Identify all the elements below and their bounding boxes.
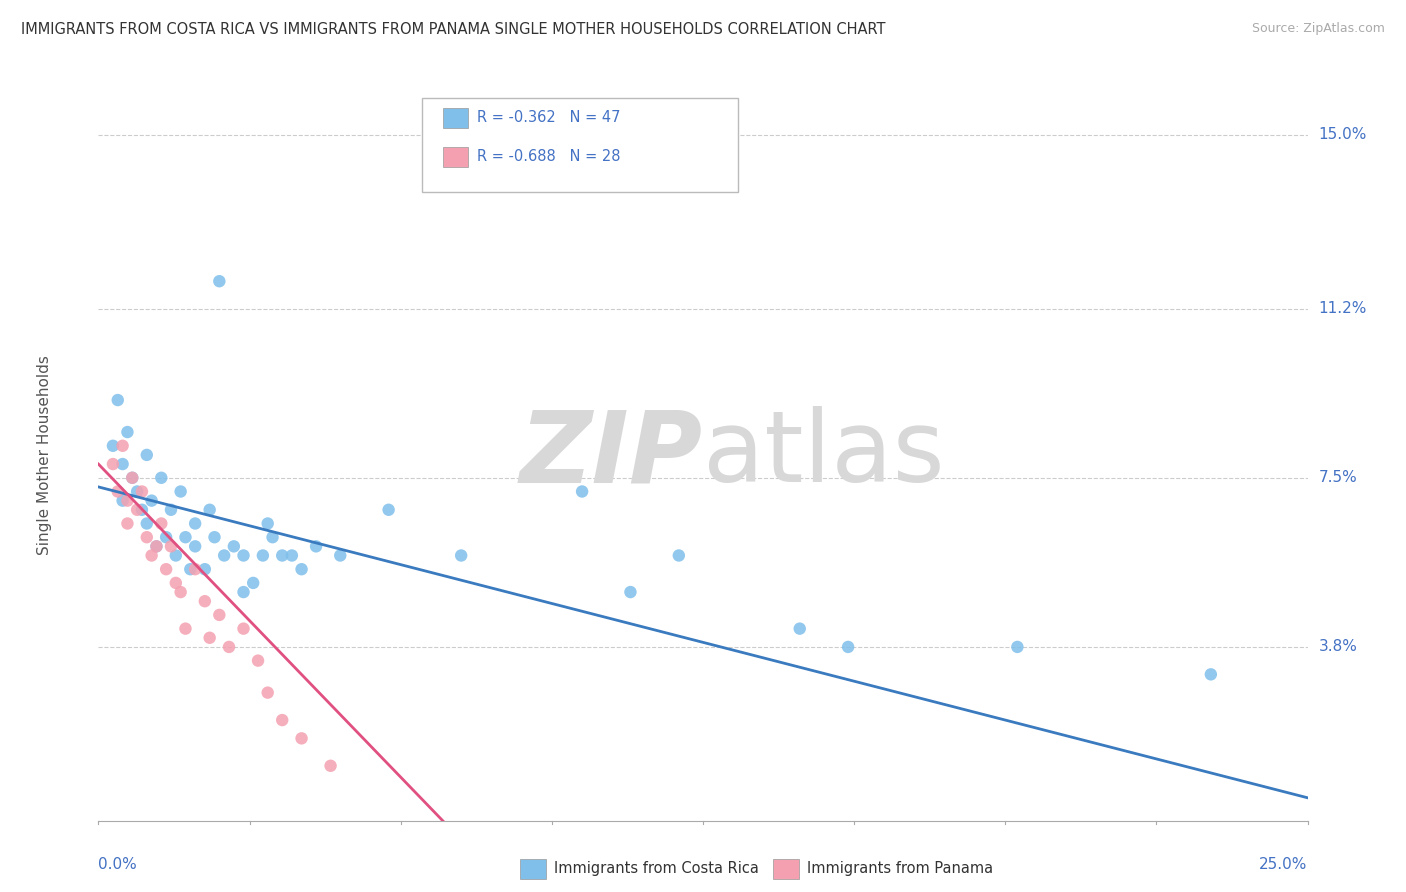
Point <box>232 549 254 563</box>
Point <box>184 516 207 531</box>
Point <box>174 530 197 544</box>
Text: 11.2%: 11.2% <box>1319 301 1367 316</box>
Point <box>232 585 254 599</box>
Point <box>198 631 221 645</box>
Text: ZIP: ZIP <box>520 407 703 503</box>
Point <box>256 686 278 700</box>
Point <box>194 562 217 576</box>
Text: Immigrants from Panama: Immigrants from Panama <box>807 862 993 876</box>
Point <box>111 457 134 471</box>
Point <box>174 622 197 636</box>
Point <box>281 549 304 563</box>
Point <box>101 457 124 471</box>
Point <box>131 484 153 499</box>
Point <box>145 539 167 553</box>
Text: 25.0%: 25.0% <box>1260 857 1308 872</box>
Point <box>179 562 201 576</box>
Point <box>111 439 134 453</box>
Point <box>160 503 183 517</box>
Point <box>169 484 191 499</box>
Point <box>290 731 312 746</box>
Point <box>107 393 129 408</box>
Point <box>1199 667 1222 681</box>
Point <box>218 640 240 654</box>
Point <box>1007 640 1029 654</box>
Point <box>101 439 124 453</box>
Point <box>256 516 278 531</box>
Point <box>165 576 187 591</box>
Point <box>155 530 177 544</box>
Point <box>837 640 859 654</box>
Point <box>184 562 207 576</box>
Point <box>117 516 139 531</box>
Text: Single Mother Households: Single Mother Households <box>37 355 52 555</box>
Point <box>107 484 129 499</box>
Point <box>242 576 264 591</box>
Point <box>450 549 472 563</box>
Point <box>208 274 231 288</box>
Point <box>145 539 167 553</box>
Text: 3.8%: 3.8% <box>1319 640 1358 655</box>
Point <box>619 585 641 599</box>
Point <box>305 539 328 553</box>
Text: R = -0.688   N = 28: R = -0.688 N = 28 <box>477 150 620 164</box>
Point <box>117 425 139 439</box>
Point <box>789 622 811 636</box>
Text: Immigrants from Costa Rica: Immigrants from Costa Rica <box>554 862 759 876</box>
Point <box>150 471 173 485</box>
Point <box>141 549 163 563</box>
Point <box>290 562 312 576</box>
Point <box>571 484 593 499</box>
Text: 15.0%: 15.0% <box>1319 128 1367 143</box>
Point <box>184 539 207 553</box>
Point <box>198 503 221 517</box>
Point <box>194 594 217 608</box>
Point <box>135 448 157 462</box>
Point <box>135 530 157 544</box>
Point <box>208 607 231 622</box>
Text: IMMIGRANTS FROM COSTA RICA VS IMMIGRANTS FROM PANAMA SINGLE MOTHER HOUSEHOLDS CO: IMMIGRANTS FROM COSTA RICA VS IMMIGRANTS… <box>21 22 886 37</box>
Text: 7.5%: 7.5% <box>1319 470 1357 485</box>
Point <box>150 516 173 531</box>
Point <box>165 549 187 563</box>
Point <box>127 484 149 499</box>
Point <box>131 503 153 517</box>
Point <box>329 549 352 563</box>
Point <box>111 493 134 508</box>
Point <box>117 493 139 508</box>
Point <box>668 549 690 563</box>
Point <box>271 549 294 563</box>
Point <box>155 562 177 576</box>
Point <box>127 503 149 517</box>
Point <box>160 539 183 553</box>
Point <box>232 622 254 636</box>
Point <box>222 539 245 553</box>
Point <box>141 493 163 508</box>
Text: 0.0%: 0.0% <box>98 857 138 872</box>
Point <box>271 713 294 727</box>
Point <box>212 549 235 563</box>
Text: Source: ZipAtlas.com: Source: ZipAtlas.com <box>1251 22 1385 36</box>
Point <box>319 758 342 772</box>
Text: atlas: atlas <box>703 407 945 503</box>
Point <box>252 549 274 563</box>
Point <box>121 471 143 485</box>
Point <box>169 585 191 599</box>
Point <box>135 516 157 531</box>
Point <box>377 503 399 517</box>
Point <box>262 530 284 544</box>
Text: R = -0.362   N = 47: R = -0.362 N = 47 <box>477 111 620 125</box>
Point <box>247 654 270 668</box>
Point <box>204 530 226 544</box>
Point <box>121 471 143 485</box>
